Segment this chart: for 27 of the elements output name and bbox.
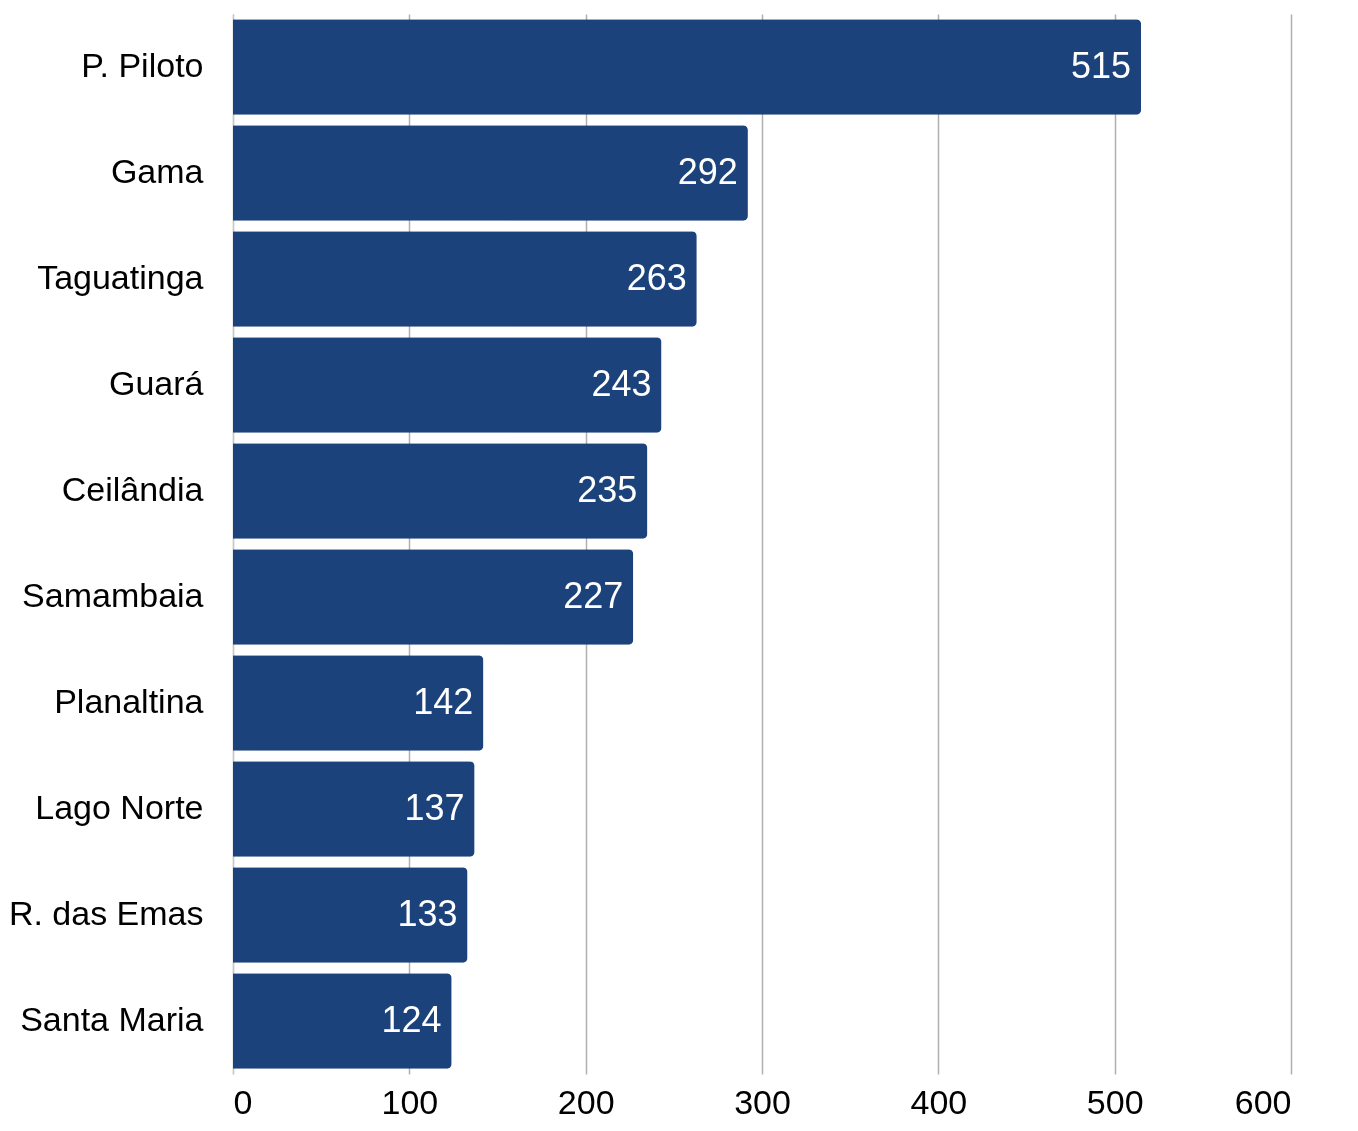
data-label: 133 [397, 893, 458, 934]
y-tick-label: R. das Emas [8, 894, 204, 932]
data-label: 142 [413, 681, 474, 722]
y-tick-label: P. Piloto [81, 46, 204, 84]
data-label: 243 [591, 363, 652, 404]
x-tick-label: 200 [557, 1082, 615, 1121]
data-label: 263 [626, 257, 687, 298]
x-tick-label: 300 [734, 1082, 791, 1121]
y-tick-label: Samambaia [22, 576, 204, 614]
x-tick-label: 400 [910, 1082, 968, 1121]
x-tick-label: 500 [1086, 1082, 1144, 1121]
data-label: 137 [404, 787, 465, 828]
data-label: 124 [381, 999, 442, 1040]
x-tick-label: 600 [1234, 1082, 1292, 1121]
x-tick-label: 100 [381, 1082, 439, 1121]
y-tick-label: Ceilândia [61, 470, 204, 508]
data-label: 292 [677, 151, 738, 192]
y-tick-label: Lago Norte [35, 788, 204, 826]
y-tick-label: Santa Maria [20, 1000, 204, 1038]
data-label: 227 [563, 575, 624, 616]
y-tick-label: Taguatinga [37, 258, 204, 296]
y-tick-label: Planaltina [54, 682, 204, 720]
data-label: 235 [577, 469, 638, 510]
y-tick-label: Guará [109, 364, 204, 402]
data-label: 515 [1071, 45, 1132, 86]
x-tick-label: 0 [233, 1082, 253, 1121]
y-tick-label: Gama [110, 152, 204, 190]
